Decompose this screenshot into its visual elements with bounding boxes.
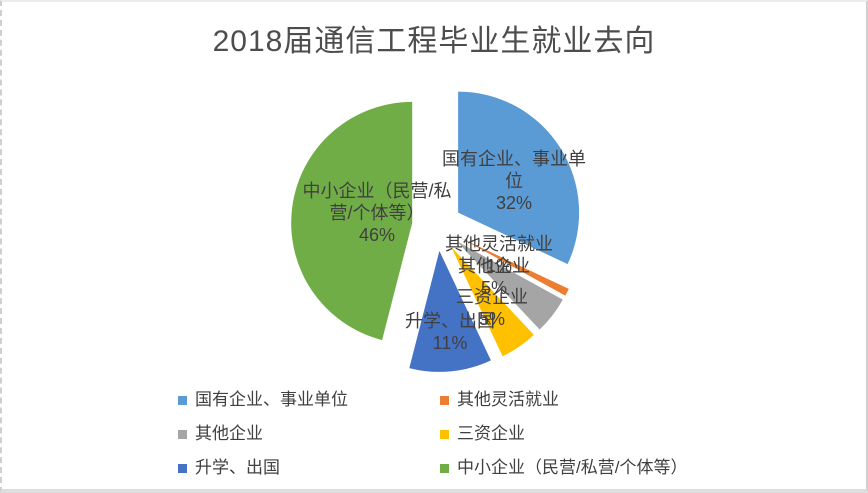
pie-slice-sme[interactable] xyxy=(291,101,413,341)
legend-label: 中小企业（民营/私营/个体等） xyxy=(457,458,688,477)
legend-label: 升学、出国 xyxy=(195,458,280,477)
legend-item-further-study[interactable]: 升学、出国 xyxy=(178,458,440,478)
chart-title: 2018届通信工程毕业生就业去向 xyxy=(212,25,656,58)
pie-slice-flexible-employment[interactable] xyxy=(459,237,569,296)
legend-item-state-owned[interactable]: 国有企业、事业单位 xyxy=(178,390,440,410)
chart-legend: 国有企业、事业单位 其他灵活就业其他企业 三资企业升学、出国 中小企业（民营/私营/个… xyxy=(178,390,687,478)
pie-slice-other-enterprises[interactable] xyxy=(456,241,563,330)
legend-label: 其他企业 xyxy=(195,424,263,443)
legend-label: 三资企业 xyxy=(457,424,525,443)
legend-item-other-enterprises[interactable]: 其他企业 xyxy=(178,424,440,444)
pie-slice-foreign-invested[interactable] xyxy=(451,246,534,357)
legend-swatch-other-enterprises xyxy=(178,430,187,439)
legend-item-foreign-invested[interactable]: 三资企业 xyxy=(440,424,687,444)
legend-label: 国有企业、事业单位 xyxy=(195,390,348,409)
pie-slice-state-owned[interactable] xyxy=(458,91,580,265)
legend-item-sme[interactable]: 中小企业（民营/私营/个体等） xyxy=(440,458,687,478)
legend-label: 其他灵活就业 xyxy=(457,390,559,409)
legend-swatch-sme xyxy=(440,464,449,473)
legend-swatch-state-owned xyxy=(178,396,187,405)
legend-swatch-flexible-employment xyxy=(440,396,449,405)
pie-slice-further-study[interactable] xyxy=(409,250,491,372)
legend-swatch-further-study xyxy=(178,464,187,473)
legend-swatch-foreign-invested xyxy=(440,430,449,439)
legend-item-flexible-employment[interactable]: 其他灵活就业 xyxy=(440,390,687,410)
